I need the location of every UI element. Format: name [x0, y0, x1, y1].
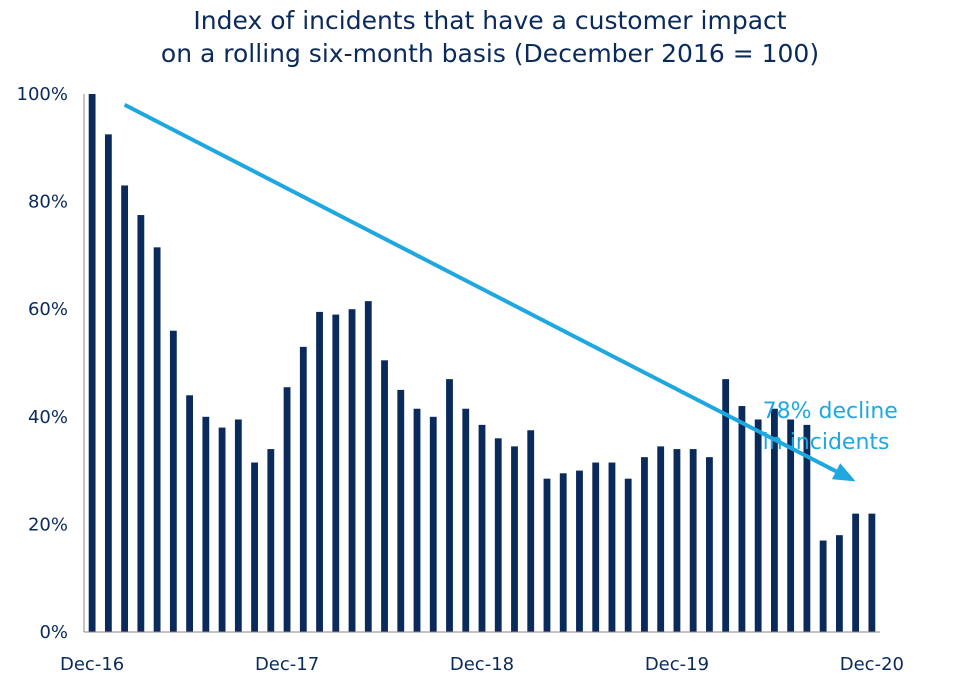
bar-aug-17 — [218, 427, 226, 632]
bar-jul-17 — [202, 416, 210, 632]
bar-apr-18 — [348, 309, 356, 632]
bar-feb-18 — [316, 311, 323, 632]
bar-jul-20 — [787, 419, 795, 632]
x-tick-label: Dec-16 — [60, 654, 124, 675]
annotation-text: 78% decline in incidents — [763, 399, 905, 455]
bar-apr-17 — [153, 247, 161, 632]
bar-jun-19 — [576, 470, 583, 632]
bar-oct-17 — [251, 462, 258, 632]
bar-dec-19 — [673, 449, 681, 632]
bar-mar-20 — [722, 379, 730, 632]
bar-aug-20 — [803, 424, 811, 632]
bar-dec-18 — [478, 424, 486, 632]
bar-jul-18 — [397, 389, 405, 632]
trend-line — [123, 102, 837, 474]
bar-oct-19 — [641, 457, 648, 632]
bar-jan-17 — [104, 134, 112, 632]
y-tick-label: 80% — [28, 192, 68, 213]
y-tick-label: 100% — [17, 84, 68, 105]
y-tick-label: 60% — [28, 299, 68, 320]
bar-sep-18 — [429, 416, 437, 632]
y-tick-label: 20% — [28, 514, 68, 535]
bar-may-19 — [559, 473, 567, 632]
bar-feb-20 — [706, 457, 713, 632]
axes-group — [83, 94, 880, 633]
bar-jul-19 — [592, 462, 600, 632]
x-tick-label: Dec-18 — [450, 654, 514, 675]
annotation-line-2: in incidents — [763, 430, 890, 455]
trend-arrow — [123, 102, 856, 482]
x-tick-labels: Dec-16 Dec-17 Dec-18 Dec-19 Dec-20 — [60, 654, 904, 675]
bar-may-17 — [169, 330, 177, 632]
bar-aug-19 — [608, 462, 616, 632]
chart-title-line-2: on a rolling six-month basis (December 2… — [160, 39, 820, 68]
bar-jan-18 — [299, 346, 307, 632]
bar-jun-17 — [186, 395, 193, 632]
bars-group — [88, 94, 876, 633]
bar-may-18 — [364, 301, 372, 632]
chart-title-line-1: Index of incidents that have a customer … — [193, 6, 787, 35]
y-tick-labels: 0% 20% 40% 60% 80% 100% — [17, 84, 68, 643]
arrow-head-icon — [831, 463, 856, 482]
chart-title: Index of incidents that have a customer … — [0, 4, 980, 70]
y-tick-label: 40% — [28, 407, 68, 428]
bar-mar-19 — [527, 430, 535, 632]
bar-sep-20 — [819, 540, 827, 632]
bar-apr-19 — [543, 478, 551, 632]
bar-feb-17 — [121, 185, 129, 632]
y-tick-label: 0% — [39, 622, 68, 643]
bar-feb-19 — [511, 446, 518, 632]
bar-sep-17 — [234, 419, 242, 632]
bar-apr-20 — [738, 406, 746, 632]
bar-dec-20 — [868, 513, 876, 632]
bar-sep-19 — [624, 478, 632, 632]
bar-jan-20 — [689, 449, 697, 632]
bar-dec-17 — [283, 387, 291, 632]
bar-mar-17 — [137, 215, 145, 633]
bar-nov-18 — [462, 408, 470, 632]
bar-aug-18 — [413, 408, 421, 632]
bar-nov-20 — [852, 513, 860, 632]
bar-jun-20 — [771, 408, 778, 632]
bar-oct-18 — [446, 379, 453, 632]
bar-nov-17 — [267, 449, 275, 632]
bar-mar-18 — [332, 314, 340, 632]
x-tick-label: Dec-20 — [840, 654, 904, 675]
bar-jan-19 — [494, 438, 502, 632]
bar-dec-16 — [88, 94, 96, 632]
bar-jun-18 — [381, 360, 388, 632]
bar-oct-20 — [835, 535, 843, 632]
x-tick-label: Dec-17 — [255, 654, 319, 675]
annotation-line-1: 78% decline — [763, 399, 898, 424]
bar-may-20 — [754, 419, 762, 632]
x-tick-label: Dec-19 — [645, 654, 709, 675]
bar-nov-19 — [657, 446, 665, 632]
